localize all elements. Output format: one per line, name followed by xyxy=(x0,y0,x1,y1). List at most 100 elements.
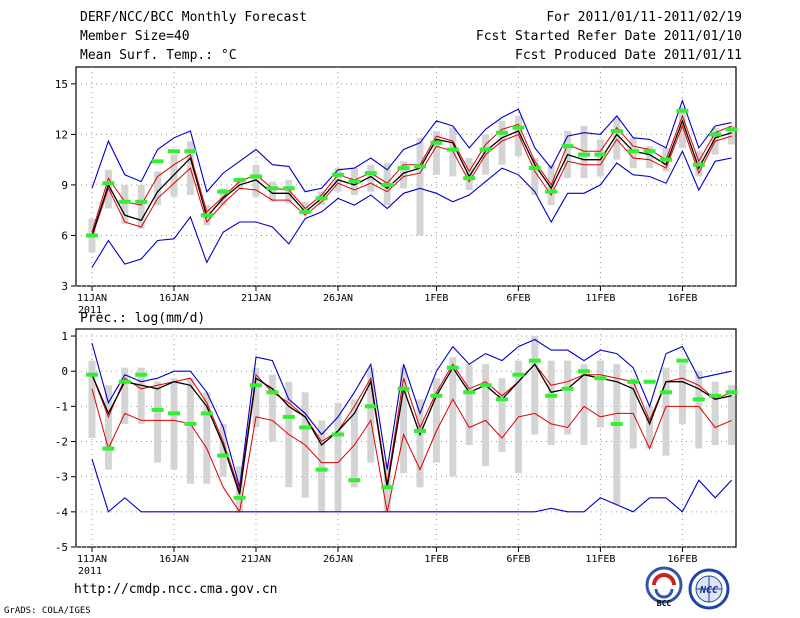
source-url[interactable]: http://cmdp.ncc.cma.gov.cn xyxy=(74,582,278,597)
temp-y-tick-label: 6 xyxy=(61,229,68,242)
prec-series-max-line xyxy=(91,338,732,488)
temp-x-tick-label: 16FEB xyxy=(667,293,697,304)
prec-x-tick-label: 16FEB xyxy=(667,554,697,565)
temp-series-max-line xyxy=(91,99,732,193)
prec-spread-box xyxy=(662,367,670,456)
temp-x-tick-label: 11FEB xyxy=(585,293,615,304)
prec-y-tick-label: -1 xyxy=(55,400,68,413)
temp-spread-box xyxy=(678,107,686,148)
temp-year-label: 2011 xyxy=(78,305,102,316)
prec-x-tick-label: 16JAN xyxy=(159,554,189,565)
forecast-period: For 2011/01/11-2011/02/19 xyxy=(546,10,742,25)
prec-y-tick-label: 0 xyxy=(61,365,68,378)
prec-spread-box xyxy=(416,399,424,488)
ncc-logo-label: NCC xyxy=(699,585,718,596)
prec-spread-box xyxy=(170,378,178,470)
temp-spread-box xyxy=(728,125,736,145)
prec-y-tick-label: -3 xyxy=(55,471,68,484)
prec-x-tick-label: 11FEB xyxy=(585,554,615,565)
prec-spread-box xyxy=(186,378,194,484)
prec-spread-box xyxy=(121,367,129,424)
prec-spread-box xyxy=(318,420,326,512)
temp-spread-box xyxy=(236,178,244,189)
temp-variable-label: Mean Surf. Temp.: °C xyxy=(80,48,237,63)
temp-series-upper-line xyxy=(91,114,732,233)
prec-spread-box xyxy=(137,367,145,424)
prec-series-upper-line xyxy=(91,363,732,491)
temp-spread-box xyxy=(596,139,604,177)
precipitation-panel: -5 -4 -3 -2 -1 0 1 11JAN 16JAN 21JAN 26JAN 1FEB 6FEB… xyxy=(55,328,738,577)
prec-spread-box xyxy=(695,371,703,449)
prec-spread-box xyxy=(154,381,162,463)
temp-y-tick-label: 12 xyxy=(55,128,68,141)
prec-spread-box xyxy=(580,364,588,446)
temp-spread-box xyxy=(646,146,654,169)
prec-series-min-line xyxy=(91,458,733,513)
prec-spread-box xyxy=(678,364,686,424)
prec-y-tick-label: -5 xyxy=(55,541,68,554)
temp-spread-box xyxy=(465,157,473,190)
forecast-produced-date: Fcst Produced Date 2011/01/11 xyxy=(515,48,742,63)
temp-x-tick-label: 21JAN xyxy=(241,293,271,304)
chart-title: DERF/NCC/BCC Monthly Forecast xyxy=(80,10,307,25)
prec-spread-box xyxy=(728,385,736,446)
prec-spread-box xyxy=(203,392,211,484)
prec-spread-box xyxy=(531,336,539,435)
prec-spread-box xyxy=(252,367,260,428)
prec-spread-box xyxy=(564,360,572,435)
temp-spread-box xyxy=(367,164,375,192)
prec-spread-box xyxy=(449,357,457,477)
temp-spread-box xyxy=(416,137,424,236)
member-size: Member Size=40 xyxy=(80,29,190,44)
bcc-logo-label: BCC xyxy=(657,599,672,608)
prec-y-tick-label: -4 xyxy=(55,506,69,519)
prec-x-tick-label: 26JAN xyxy=(323,554,353,565)
prec-y-tick-label: -2 xyxy=(55,436,68,449)
temp-spread-box xyxy=(400,161,408,189)
prec-spread-box xyxy=(465,364,473,446)
prec-spread-box xyxy=(498,378,506,453)
temp-x-tick-label: 26JAN xyxy=(323,293,353,304)
prec-spread-box xyxy=(547,360,555,446)
temp-spread-box xyxy=(154,171,162,206)
bcc-logo-icon: BCC xyxy=(645,566,683,608)
prec-x-tick-label: 1FEB xyxy=(424,554,448,565)
prec-spread-box xyxy=(367,367,375,463)
temp-spread-box xyxy=(121,184,129,224)
temperature-panel: 3 6 9 12 15 11JAN 16JAN 21JAN 26JAN 1FEB 6FEB 11FEB… xyxy=(55,66,738,316)
temp-y-tick-label: 3 xyxy=(61,280,68,293)
prec-spread-box xyxy=(104,385,112,470)
prec-year-label: 2011 xyxy=(78,566,102,577)
temp-spread-box xyxy=(514,115,522,157)
temp-y-tick-label: 15 xyxy=(55,78,68,91)
temp-spread-box xyxy=(498,120,506,165)
prec-spread-box xyxy=(646,406,654,449)
temp-spread-box xyxy=(301,201,309,212)
prec-spread-box xyxy=(596,360,604,428)
prec-spread-box xyxy=(334,402,342,512)
temp-series-lower-line xyxy=(91,124,732,238)
prec-x-tick-label: 6FEB xyxy=(506,554,530,565)
temp-x-tick-label: 16JAN xyxy=(159,293,189,304)
prec-spread-box xyxy=(711,381,719,446)
prec-series-mean-line xyxy=(91,363,732,495)
temp-spread-box xyxy=(580,125,588,179)
prec-spread-box xyxy=(432,378,440,463)
temp-x-tick-label: 6FEB xyxy=(506,293,530,304)
prec-spread-box xyxy=(482,364,490,467)
grads-credit: GrADS: COLA/IGES xyxy=(4,606,91,616)
prec-series-lower-line xyxy=(91,388,732,514)
temp-spread-box xyxy=(432,131,440,175)
prec-spread-box xyxy=(400,367,408,474)
temp-spread-box xyxy=(613,117,621,160)
temp-x-tick-label: 1FEB xyxy=(424,293,448,304)
prec-y-tick-label: 1 xyxy=(61,330,68,343)
forecast-started-date: Fcst Started Refer Date 2011/01/10 xyxy=(475,29,742,44)
precip-variable-label: Prec.: log(mm/d) xyxy=(80,311,205,326)
temp-x-tick-label: 11JAN xyxy=(77,293,107,304)
temp-series-mean-line xyxy=(91,118,732,236)
prec-spread-box xyxy=(88,360,96,438)
temp-spread-box xyxy=(137,184,145,229)
temp-spread-box xyxy=(268,181,276,202)
